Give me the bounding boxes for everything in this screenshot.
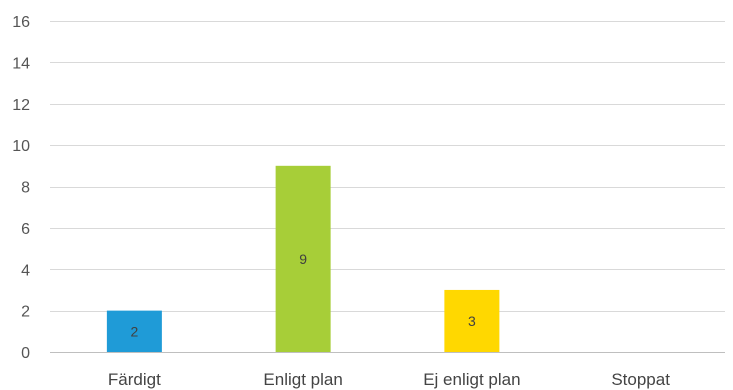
y-axis-ticks: 0 2 4 6 8 10 12 14 16 — [12, 14, 30, 362]
bar-färdigt — [106, 310, 162, 352]
y-tick-label: 2 — [21, 304, 30, 321]
y-tick-label: 8 — [21, 180, 30, 197]
y-tick-label: 0 — [21, 345, 30, 362]
data-label: 9 — [299, 251, 307, 267]
data-label: 2 — [130, 323, 138, 339]
y-tick-label: 12 — [12, 97, 30, 114]
gridlines — [50, 21, 725, 353]
y-tick-label: 4 — [21, 262, 30, 279]
data-label: 3 — [468, 313, 476, 329]
y-tick-label: 16 — [12, 14, 30, 31]
y-tick-label: 14 — [12, 55, 30, 72]
x-axis-ticks: Färdigt Enligt plan Ej enligt plan Stoppat — [108, 370, 670, 389]
x-tick-label: Enligt plan — [263, 370, 342, 389]
bar-enligt-plan — [275, 165, 331, 352]
bar-ej-enligt-plan — [444, 289, 500, 352]
bars — [106, 165, 500, 352]
x-tick-label: Stoppat — [611, 370, 670, 389]
x-tick-label: Färdigt — [108, 370, 161, 389]
data-labels: 2 9 3 — [130, 251, 476, 339]
x-tick-label: Ej enligt plan — [423, 370, 520, 389]
y-tick-label: 10 — [12, 138, 30, 155]
y-tick-label: 6 — [21, 221, 30, 238]
